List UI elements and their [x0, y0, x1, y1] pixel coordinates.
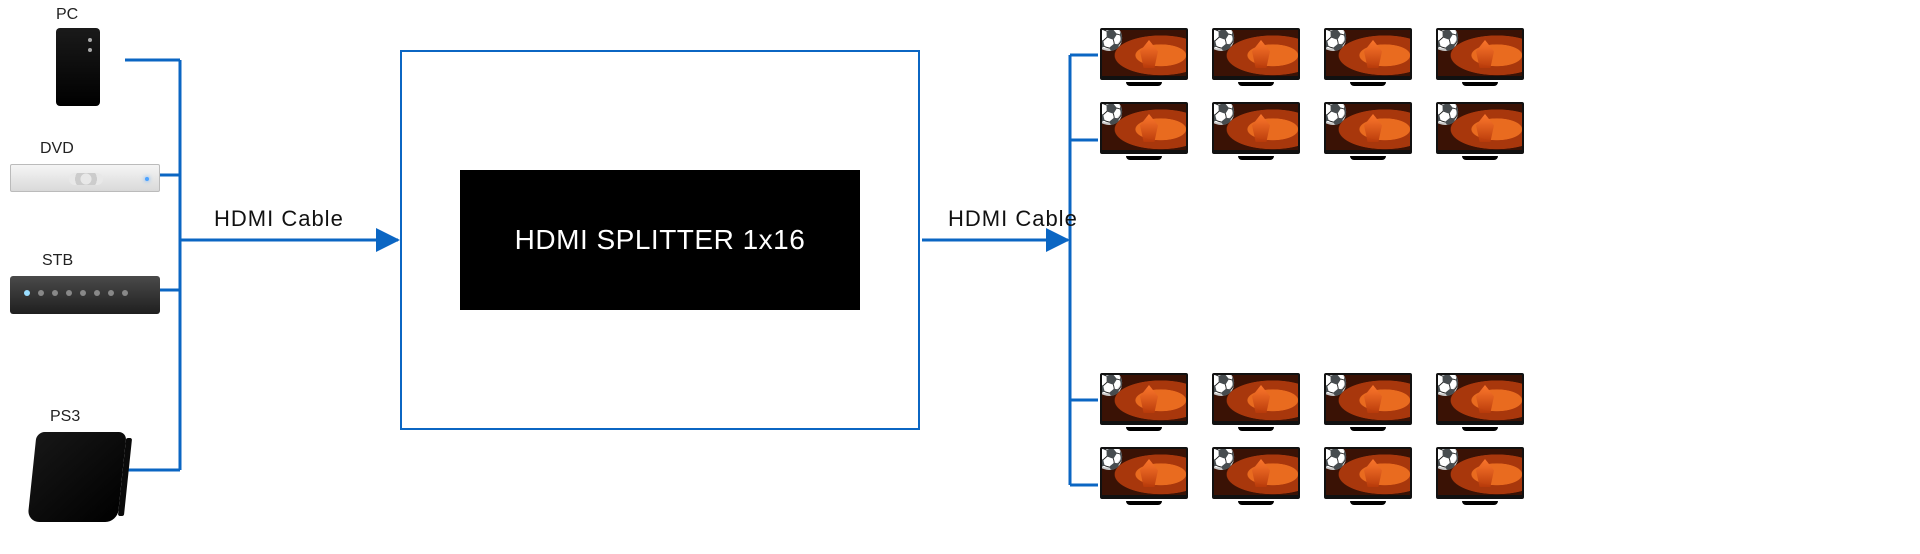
- tv-output: [1212, 28, 1300, 86]
- splitter-title: HDMI SPLITTER 1x16: [515, 224, 806, 256]
- ps3-icon: [27, 432, 126, 522]
- tv-output: [1100, 373, 1188, 431]
- tv-output: [1436, 447, 1524, 505]
- tv-output: [1212, 373, 1300, 431]
- source-stb: STB: [10, 252, 160, 314]
- right-cable-label: HDMI Cable: [948, 206, 1078, 232]
- tv-grid-bottom: [1100, 373, 1524, 505]
- tv-grid-top: [1100, 28, 1524, 160]
- tv-output: [1100, 102, 1188, 160]
- left-cable-label: HDMI Cable: [214, 206, 344, 232]
- tv-output: [1436, 102, 1524, 160]
- tv-output: [1100, 447, 1188, 505]
- source-stb-label: STB: [42, 252, 160, 270]
- tv-output: [1212, 447, 1300, 505]
- wiring-lines: [0, 0, 1920, 554]
- splitter-frame: HDMI SPLITTER 1x16: [400, 50, 920, 430]
- source-dvd: DVD: [10, 140, 160, 192]
- tv-output: [1324, 447, 1412, 505]
- stb-icon: [10, 276, 160, 314]
- tv-output: [1324, 102, 1412, 160]
- diagram-canvas: PC DVD STB PS3 HDMI Cable HDMI SPLITTER …: [0, 0, 1920, 554]
- tv-output: [1324, 373, 1412, 431]
- tv-output: [1100, 28, 1188, 86]
- source-ps3: PS3: [32, 408, 122, 522]
- source-pc-label: PC: [56, 6, 100, 24]
- source-dvd-label: DVD: [40, 140, 160, 158]
- tv-output: [1212, 102, 1300, 160]
- source-pc: PC: [56, 6, 100, 106]
- source-ps3-label: PS3: [50, 408, 122, 426]
- tv-output: [1436, 373, 1524, 431]
- tv-output: [1324, 28, 1412, 86]
- splitter-box: HDMI SPLITTER 1x16: [460, 170, 860, 310]
- tv-output: [1436, 28, 1524, 86]
- pc-icon: [56, 28, 100, 106]
- dvd-icon: [10, 164, 160, 192]
